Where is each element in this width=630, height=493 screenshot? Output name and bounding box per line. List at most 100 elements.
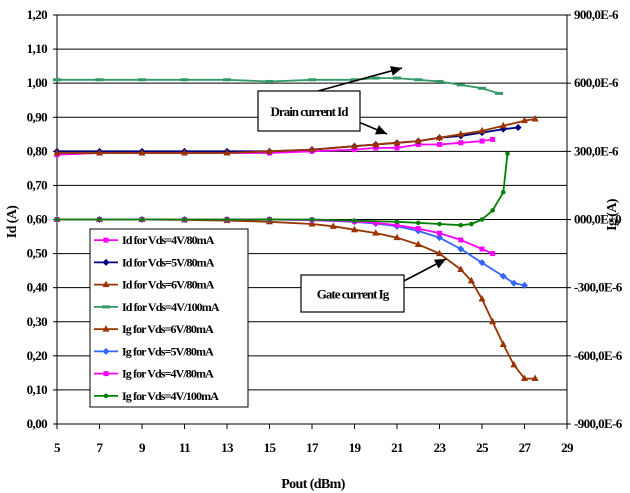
data-point xyxy=(371,76,380,80)
annotations: Drain current Id Gate current Ig xyxy=(257,66,447,313)
data-point xyxy=(437,221,442,227)
data-point xyxy=(415,226,421,232)
series-4 xyxy=(53,76,503,95)
data-point xyxy=(531,114,539,122)
data-point xyxy=(510,360,518,368)
data-point xyxy=(266,147,273,154)
data-point xyxy=(479,246,485,252)
legend-swatch-marker xyxy=(103,237,109,243)
annotation-arrowhead xyxy=(374,125,387,135)
data-point xyxy=(138,78,146,82)
x-tick-label: 25 xyxy=(476,440,489,455)
data-point xyxy=(490,251,496,257)
x-tick-label: 29 xyxy=(561,440,574,455)
left-y-tick-label: 0,30 xyxy=(27,314,47,329)
left-y-tick-label: 0,50 xyxy=(27,246,47,261)
legend-item: Ig for Vds=5V/80mA xyxy=(94,344,215,358)
annotation-callout: Gate current Ig xyxy=(300,258,447,313)
legend-label: Id for Vds=5V/80mA xyxy=(122,255,215,269)
data-point xyxy=(393,76,401,80)
data-point xyxy=(308,145,316,153)
data-point xyxy=(458,237,464,243)
data-point xyxy=(457,245,465,253)
series-3 xyxy=(53,114,539,156)
data-point xyxy=(54,217,60,222)
data-point xyxy=(435,79,444,83)
data-point xyxy=(499,340,507,347)
legend-swatch-marker xyxy=(103,371,109,377)
data-point xyxy=(457,130,465,137)
data-point xyxy=(505,151,510,156)
data-point xyxy=(394,222,400,228)
data-point xyxy=(329,222,337,229)
data-point xyxy=(308,78,316,82)
x-tick-labels: 5 7 9 11 13 15 17 19 21 23 25 27 29 xyxy=(54,440,575,455)
data-point xyxy=(490,136,496,142)
legend-swatch-marker xyxy=(102,258,110,266)
data-point xyxy=(478,86,486,90)
legend-item: Id for Vds=4V/100mA xyxy=(94,300,221,314)
legend-label: Id for Vds=4V/80mA xyxy=(122,233,215,247)
data-point xyxy=(521,116,528,124)
data-point xyxy=(437,230,442,236)
data-point xyxy=(373,220,379,226)
legend-label: Ig for Vds=4V/80mA xyxy=(122,367,214,381)
data-point xyxy=(490,208,495,213)
right-y-tick-label: -300,0E-6 xyxy=(574,280,623,295)
data-point xyxy=(53,149,61,156)
legend-label: Ig for Vds=6V/80mA xyxy=(122,322,214,336)
data-point xyxy=(458,140,464,146)
data-point xyxy=(414,78,423,82)
series-8 xyxy=(54,151,510,228)
x-tick-label: 23 xyxy=(434,440,447,455)
legend-label: Ig for Vds=5V/80mA xyxy=(122,344,214,358)
legend-item: Ig for Vds=4V/100mA xyxy=(94,389,220,403)
legend-swatch-marker xyxy=(102,347,110,355)
data-point xyxy=(180,78,189,82)
left-y-tick-label: 1,10 xyxy=(27,41,47,56)
data-point xyxy=(495,91,503,95)
data-point xyxy=(499,272,507,280)
data-point xyxy=(510,279,518,287)
left-y-tick-labels: 0,00 0,10 0,20 0,30 0,40 0,50 0,60 0,70 0,80 0,90… xyxy=(27,7,48,431)
x-tick-label: 13 xyxy=(221,440,234,455)
data-point xyxy=(53,78,61,82)
x-tick-label: 19 xyxy=(349,440,362,455)
data-point xyxy=(478,126,486,134)
annotation-box xyxy=(257,90,361,132)
data-point xyxy=(514,123,522,131)
data-point xyxy=(436,133,443,141)
x-tick-label: 15 xyxy=(264,440,277,455)
data-point xyxy=(394,145,400,151)
data-point xyxy=(95,78,104,82)
annotation-text: Drain current Id xyxy=(271,104,350,119)
x-axis-label: Pout (dBm) xyxy=(281,477,346,492)
data-point xyxy=(372,229,380,236)
data-point xyxy=(393,233,401,241)
left-y-tick-label: 0,40 xyxy=(27,280,47,295)
right-y-tick-labels: -900,0E-6 -600,0E-6 -300,0E-6 000,0E+0 300,0… xyxy=(574,7,623,431)
legend-item: Id for Vds=5V/80mA xyxy=(94,255,216,269)
data-point xyxy=(467,276,475,284)
data-point xyxy=(479,217,485,222)
legend-swatch-marker xyxy=(103,393,109,399)
data-point xyxy=(350,78,359,82)
x-tick-label: 17 xyxy=(306,440,319,455)
data-point xyxy=(500,189,506,195)
x-tick-label: 7 xyxy=(97,440,104,455)
right-y-tick-label: 900,0E-6 xyxy=(574,7,619,22)
legend-label: Id for Vds=6V/80mA xyxy=(122,278,215,292)
data-point xyxy=(436,249,443,257)
data-point xyxy=(531,374,539,382)
data-point xyxy=(138,149,146,156)
data-series xyxy=(53,76,539,382)
data-point xyxy=(351,225,358,233)
data-point xyxy=(478,295,486,302)
data-point xyxy=(489,317,497,325)
data-point xyxy=(265,79,274,83)
left-y-tick-label: 0,60 xyxy=(27,212,47,227)
annotation-arrow-line xyxy=(317,67,403,92)
left-y-tick-label: 0,90 xyxy=(27,109,47,124)
legend-item: Id for Vds=4V/80mA xyxy=(94,233,216,247)
